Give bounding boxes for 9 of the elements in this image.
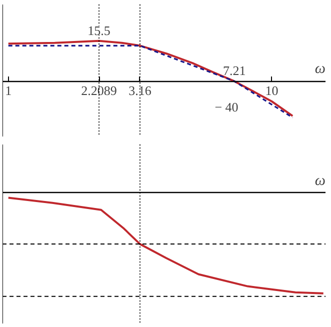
x-axis-title: ω [314, 61, 326, 78]
x-tick-label: 2.2089 [81, 83, 117, 98]
x-tick-label: 10 [265, 83, 278, 98]
annotation: 7.21 [222, 63, 246, 78]
annotation: 15.5 [88, 22, 110, 38]
x-tick-label: 3.16 [128, 83, 152, 98]
annotation: − 40 [214, 100, 238, 114]
x-tick-label: 1 [5, 83, 12, 98]
x-axis-title: ω [314, 172, 326, 189]
